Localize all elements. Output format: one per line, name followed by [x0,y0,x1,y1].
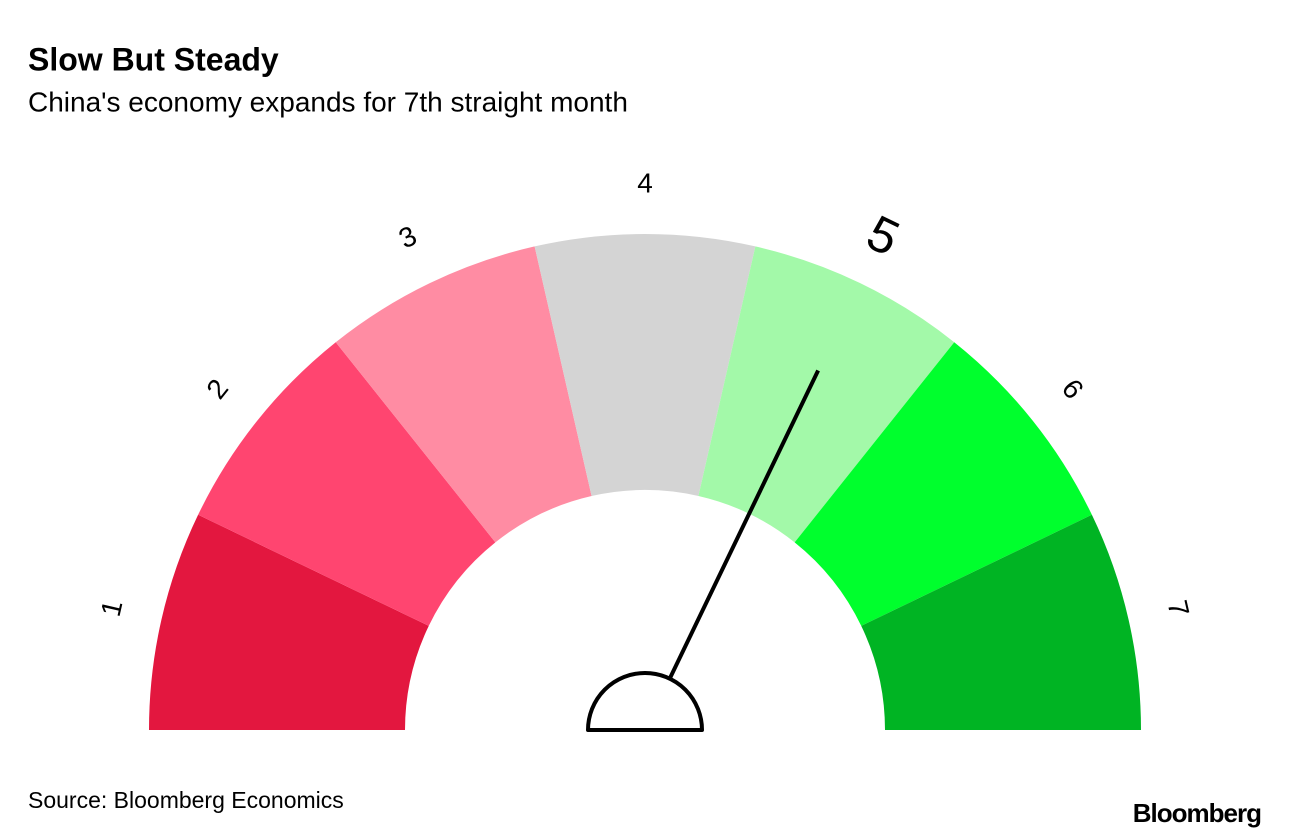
category-label: 4 [637,167,653,198]
gauge-segment [794,342,1092,626]
needle [667,369,820,680]
chart-title: Slow But Steady [28,41,279,77]
category-label: 3 [394,220,421,255]
category-label: 7 [1162,597,1196,619]
gauge-segment [198,342,496,626]
gauge-segment [335,246,592,543]
chart-subtitle: China's economy expands for 7th straight… [28,86,628,117]
gauge-segment [861,514,1141,730]
category-label: 2 [200,373,234,405]
gauge-segment [534,234,756,497]
category-label: 5 [858,204,907,267]
category-label: 1 [95,597,129,619]
gauge-segment [149,514,429,730]
gauge-segment [698,246,955,543]
brand: Bloomberg [1133,798,1261,828]
source: Source: Bloomberg Economics [28,787,344,813]
category-label: 6 [1056,373,1090,405]
needle-hub [586,671,704,732]
